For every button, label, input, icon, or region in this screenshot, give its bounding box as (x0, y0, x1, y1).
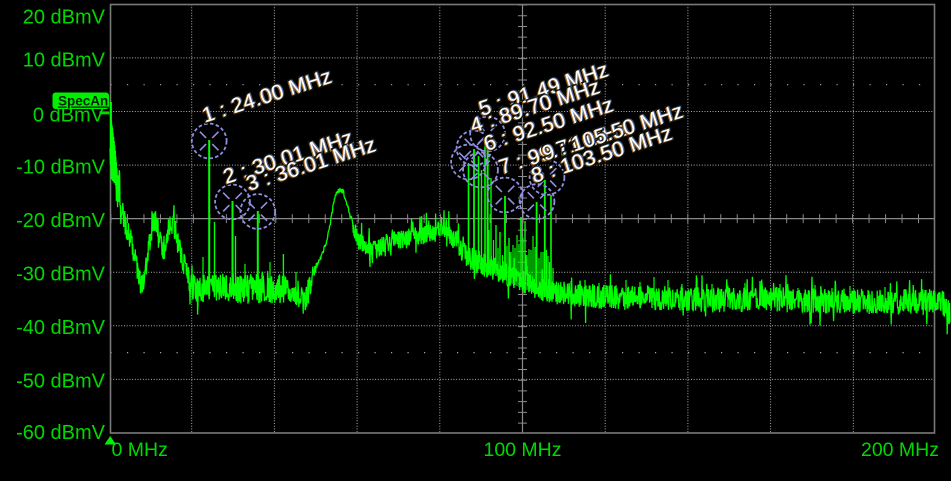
svg-text:-60 dBmV: -60 dBmV (16, 422, 106, 444)
svg-text:0 dBmV: 0 dBmV (33, 104, 105, 126)
svg-text:-40 dBmV: -40 dBmV (16, 317, 106, 339)
svg-text:-50 dBmV: -50 dBmV (16, 371, 106, 393)
svg-text:10 dBmV: 10 dBmV (23, 49, 106, 71)
svg-text:-10 dBmV: -10 dBmV (16, 156, 106, 178)
svg-text:-30 dBmV: -30 dBmV (16, 264, 106, 286)
svg-text:-20 dBmV: -20 dBmV (16, 210, 106, 232)
svg-text:SpecAn: SpecAn (58, 94, 108, 109)
svg-text:20 dBmV: 20 dBmV (23, 6, 106, 28)
svg-text:200 MHz: 200 MHz (861, 439, 939, 461)
svg-text:100 MHz: 100 MHz (483, 439, 561, 461)
svg-text:0 MHz: 0 MHz (112, 439, 168, 461)
